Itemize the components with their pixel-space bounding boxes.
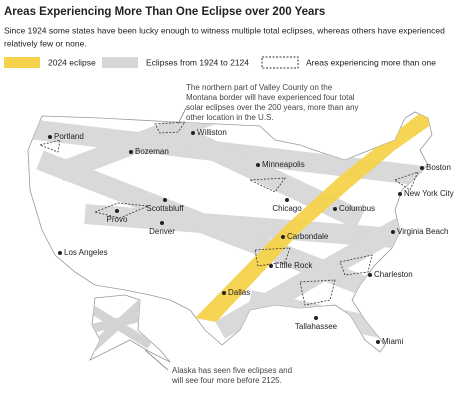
legend-swatch bbox=[261, 56, 299, 69]
city-dot bbox=[420, 166, 424, 170]
city-label: Los Angeles bbox=[64, 248, 108, 257]
city-dot bbox=[191, 131, 195, 135]
city-label: Minneapolis bbox=[262, 160, 305, 169]
legend-label: 2024 eclipse bbox=[48, 57, 96, 67]
us-map bbox=[27, 111, 433, 363]
city-label: Little Rock bbox=[275, 261, 313, 270]
city-label: Bozeman bbox=[135, 147, 169, 156]
city-label: Charleston bbox=[374, 270, 413, 279]
city-dot bbox=[391, 230, 395, 234]
city-label: Miami bbox=[382, 337, 404, 346]
city-dot bbox=[333, 207, 337, 211]
city-label: Williston bbox=[197, 128, 227, 137]
city-label: New York City bbox=[404, 189, 454, 198]
legend-swatch bbox=[102, 57, 138, 68]
city-dot bbox=[314, 316, 318, 320]
city-dot bbox=[256, 163, 260, 167]
city-label: Portland bbox=[54, 132, 84, 141]
legend-label: Areas experiencing more than one bbox=[306, 57, 436, 67]
annotation: Montana border will have experienced fou… bbox=[186, 93, 355, 102]
legend-label: Eclipses from 1924 to 2124 bbox=[146, 57, 249, 67]
city-dot bbox=[48, 135, 52, 139]
annotation: solar eclipses over the 200 years, more … bbox=[186, 103, 359, 112]
city-dot bbox=[269, 264, 273, 268]
legend-swatch bbox=[4, 57, 40, 68]
city-dot bbox=[368, 273, 372, 277]
city-dot bbox=[281, 235, 285, 239]
annotation: other location in the U.S. bbox=[186, 113, 274, 122]
city-label: Chicago bbox=[272, 204, 302, 213]
city-dot bbox=[222, 291, 226, 295]
city-label: Provo bbox=[107, 215, 128, 224]
city-label: Carbondale bbox=[287, 232, 329, 241]
city-dot bbox=[376, 340, 380, 344]
city-dot bbox=[115, 209, 119, 213]
city-label: Scottsbluff bbox=[146, 204, 184, 213]
title: Areas Experiencing More Than One Eclipse… bbox=[4, 6, 325, 18]
city-label: Denver bbox=[149, 227, 175, 236]
city-label: Dallas bbox=[228, 288, 250, 297]
annotation: The northern part of Valley County on th… bbox=[186, 83, 333, 92]
city-dot bbox=[285, 198, 289, 202]
city-label: Virginia Beach bbox=[397, 227, 448, 236]
city-label: Tallahassee bbox=[295, 322, 338, 331]
city-dot bbox=[58, 251, 62, 255]
subtitle: relatively few or none. bbox=[4, 38, 87, 48]
city-dot bbox=[129, 150, 133, 154]
city-dot bbox=[163, 198, 167, 202]
annotation: Alaska has seen five eclipses and bbox=[172, 366, 292, 375]
city-label: Columbus bbox=[339, 204, 375, 213]
annotation: will see four more before 2125. bbox=[171, 376, 282, 385]
city-dot bbox=[398, 192, 402, 196]
city-dot bbox=[160, 221, 164, 225]
city-label: Boston bbox=[426, 163, 451, 172]
subtitle: Since 1924 some states have been lucky e… bbox=[4, 25, 445, 35]
